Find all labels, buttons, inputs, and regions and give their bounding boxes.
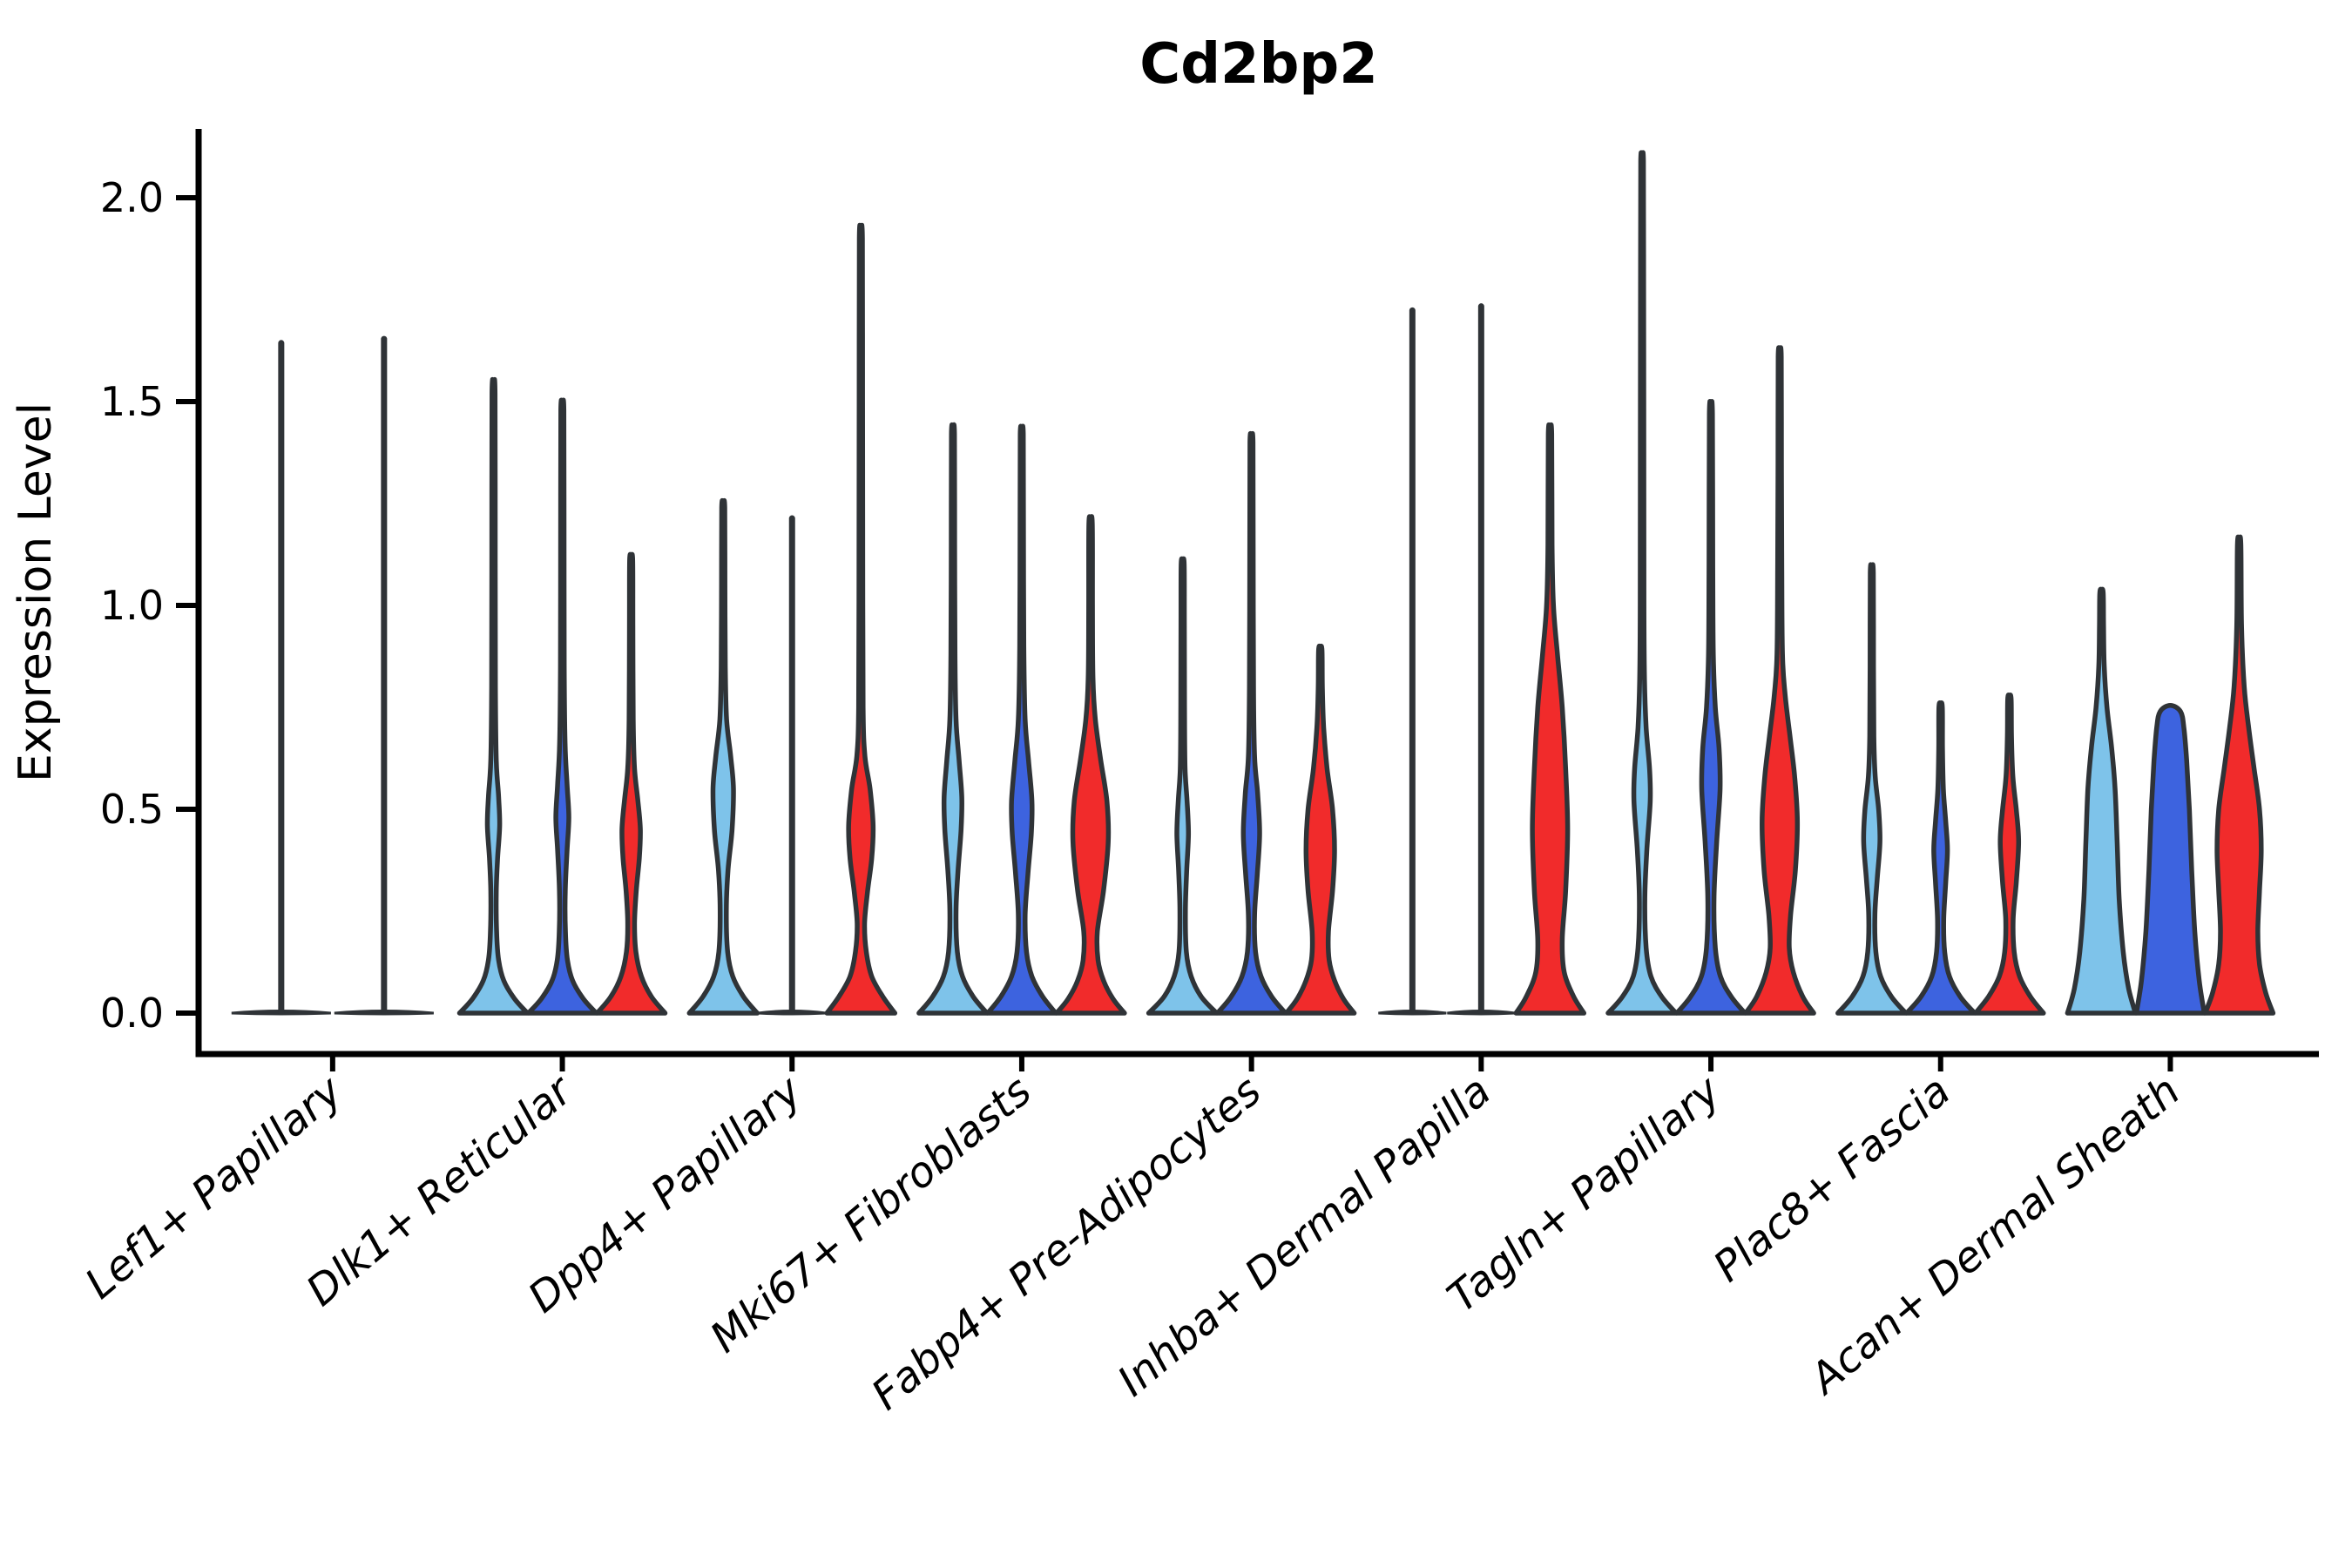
y-axis-label: Expression Level	[10, 402, 62, 782]
violin-red	[824, 222, 898, 1016]
violin-red	[1973, 693, 2046, 1016]
violin-red	[594, 551, 668, 1016]
violins	[231, 150, 2276, 1016]
x-tick-label: Acan+ Dermal Sheath	[1799, 1066, 2189, 1404]
violin-light_blue	[456, 376, 531, 1016]
violin-light_blue	[916, 422, 990, 1016]
y-tick-label: 0.5	[100, 786, 164, 833]
violin-dark_blue	[1904, 700, 1977, 1016]
violin-light_blue	[2065, 586, 2139, 1016]
y-tick-label: 2.0	[100, 174, 164, 221]
chart-title: Cd2bp2	[1139, 32, 1377, 97]
violin-red	[1513, 422, 1587, 1016]
x-tick-label: Fabp4+ Pre-Adipocytes	[862, 1066, 1270, 1420]
y-tick-label: 1.0	[100, 582, 164, 629]
violin-red	[1743, 345, 1816, 1016]
violin-red	[1054, 514, 1127, 1016]
violin-light_blue	[1146, 556, 1220, 1016]
violin-red	[2202, 534, 2276, 1016]
violin-dark_blue	[2133, 702, 2207, 1016]
violin-red	[1283, 643, 1357, 1016]
violin-light_blue	[1605, 150, 1679, 1016]
violin-dark_blue	[1674, 399, 1747, 1016]
violin-light_blue	[686, 497, 760, 1016]
y-tick-label: 0.0	[100, 990, 164, 1037]
x-tick-label: Inhba+ Dermal Papilla	[1109, 1066, 1500, 1406]
violin-dark_blue	[1214, 430, 1288, 1016]
y-tick-label: 1.5	[100, 378, 164, 425]
violin-dark_blue	[985, 423, 1058, 1016]
axes: 0.0 0.5 1.0 1.5 2.0	[100, 129, 2319, 1071]
violin-dark_blue	[525, 397, 599, 1016]
x-tick-label: Plac8+ Fascia	[1705, 1066, 1960, 1291]
violin-light_blue	[1835, 562, 1909, 1016]
